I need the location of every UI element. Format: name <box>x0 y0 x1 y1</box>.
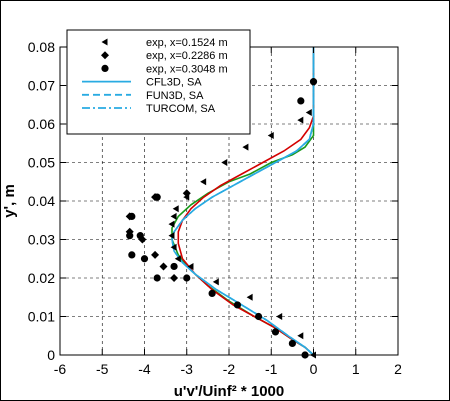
exp-point-2 <box>254 312 263 321</box>
exp-point-1 <box>182 189 191 198</box>
y-tick-label: 0.08 <box>28 39 55 55</box>
exp-point-2 <box>140 255 149 263</box>
legend-label: exp, x=0.2286 m <box>146 50 228 62</box>
x-tick-label: -4 <box>138 361 151 377</box>
exp-point-0 <box>297 332 304 340</box>
exp-point-2 <box>128 251 136 259</box>
legend-marker-2 <box>101 64 109 72</box>
x-tick-label: -6 <box>54 361 67 377</box>
exp-point-0 <box>200 178 207 186</box>
exp-point-2 <box>208 289 216 297</box>
exp-point-2 <box>288 339 296 348</box>
exp-point-1 <box>151 250 160 259</box>
y-tick-label: 0.03 <box>28 232 55 248</box>
y-tick-label: 0.07 <box>28 78 55 94</box>
exp-point-0 <box>170 212 177 220</box>
y-tick-label: 0.04 <box>28 193 55 209</box>
y-tick-label: 0.02 <box>28 270 55 286</box>
exp-point-0 <box>168 232 175 240</box>
exp-point-2 <box>126 232 134 240</box>
x-tick-label: -2 <box>223 361 236 377</box>
exp-point-0 <box>297 116 304 124</box>
exp-point-0 <box>187 262 194 270</box>
legend-label: exp, x=0.1524 m <box>146 37 228 49</box>
exp-point-0 <box>172 205 179 213</box>
exp-point-2 <box>233 301 242 309</box>
x-tick-label: -5 <box>96 361 109 377</box>
markers <box>125 78 318 359</box>
legend-marker-1 <box>101 51 109 60</box>
legend-label: FUN3D, SA <box>146 90 204 102</box>
exp-point-2 <box>136 232 144 240</box>
exp-point-2 <box>297 97 305 105</box>
x-tick-label: 2 <box>394 361 402 377</box>
legend-label: CFL3D, SA <box>146 77 202 89</box>
exp-point-0 <box>212 278 219 286</box>
legend-label: exp, x=0.3048 m <box>146 63 228 75</box>
x-tick-label: 0 <box>310 361 318 377</box>
exp-point-2 <box>183 274 191 282</box>
x-tick-label: -1 <box>265 361 278 377</box>
exp-point-0 <box>267 132 274 140</box>
curve-red <box>177 47 315 356</box>
exp-point-0 <box>174 255 181 263</box>
exp-point-0 <box>305 108 312 116</box>
exp-point-1 <box>170 274 179 282</box>
y-tick-label: 0.01 <box>28 309 55 325</box>
exp-point-2 <box>170 262 178 271</box>
exp-point-2 <box>128 212 136 220</box>
exp-point-2 <box>271 328 280 336</box>
exp-point-1 <box>159 262 168 271</box>
y-axis-title: y', m <box>1 184 18 218</box>
exp-point-0 <box>276 313 283 320</box>
y-tick-label: 0 <box>47 347 55 363</box>
exp-point-2 <box>309 78 318 86</box>
exp-point-2 <box>153 193 161 201</box>
exp-point-0 <box>168 220 175 228</box>
legend-label: TURCOM, SA <box>146 103 216 115</box>
exp-point-0 <box>221 159 228 166</box>
x-axis-title: u'v'/Uinf² * 1000 <box>174 383 285 400</box>
exp-point-2 <box>153 274 161 282</box>
exp-point-0 <box>246 293 253 301</box>
ticks: -6 -5 -4 -3 -2 -1 0 1 2 0 0.01 0.02 0.03 0.04 0.05 0.06… <box>28 39 402 377</box>
exp-point-0 <box>242 143 249 151</box>
x-tick-label: -3 <box>181 361 194 377</box>
exp-point-0 <box>170 243 177 251</box>
y-tick-label: 0.06 <box>28 116 55 132</box>
legend-marker-0 <box>101 38 108 46</box>
y-tick-label: 0.05 <box>28 155 55 171</box>
x-tick-label: 1 <box>352 361 360 377</box>
